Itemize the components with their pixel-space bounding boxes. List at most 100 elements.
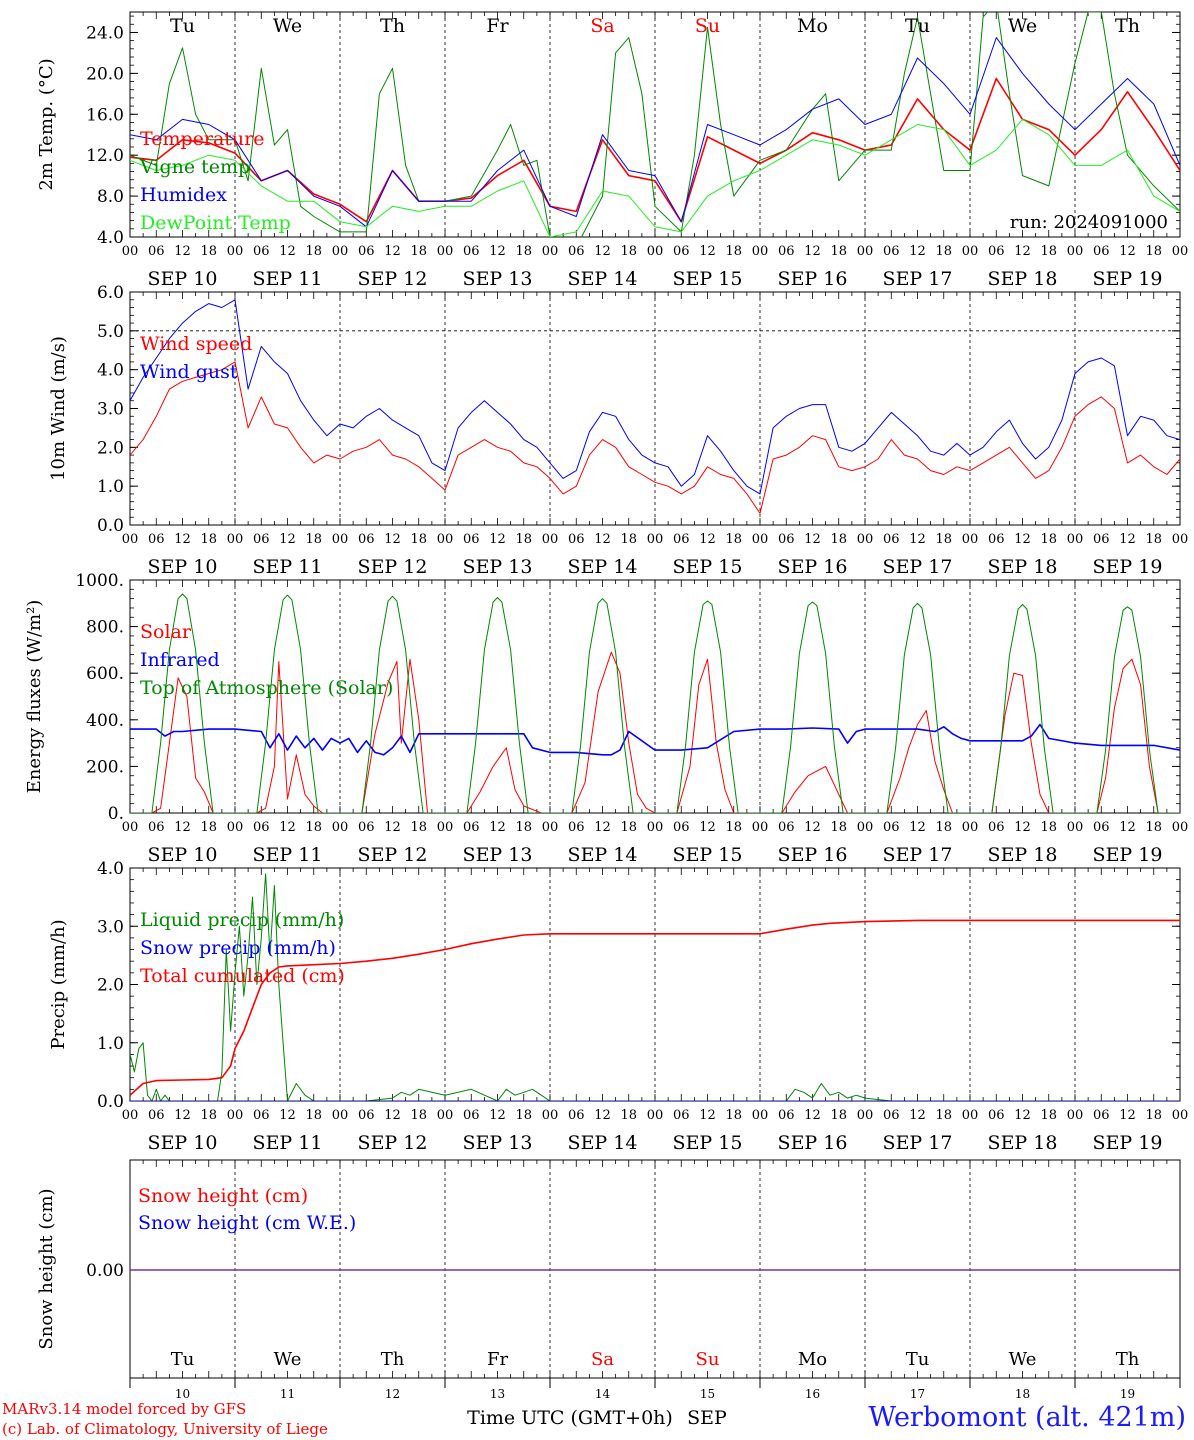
x-hour-label: 00 xyxy=(1172,532,1189,547)
weekday-label: Th xyxy=(1115,15,1140,37)
day-label: SEP 11 xyxy=(253,1132,323,1154)
x-hour-label: 00 xyxy=(332,244,349,259)
x-hour-label: 00 xyxy=(332,820,349,835)
day-label: SEP 10 xyxy=(148,556,218,578)
x-hour-label: 12 xyxy=(489,1108,506,1123)
x-hour-label: 18 xyxy=(200,820,217,835)
x-hour-label: 06 xyxy=(883,244,900,259)
weekday-label: Sa xyxy=(591,1349,614,1370)
day-number-label: 16 xyxy=(805,1387,820,1401)
x-hour-label: 00 xyxy=(857,1108,874,1123)
y-tick-label: 5.0 xyxy=(97,322,124,342)
day-number-label: 10 xyxy=(175,1387,190,1401)
model-credit: MARv3.14 model forced by GFS xyxy=(2,1400,247,1418)
y-tick-label: 16.0 xyxy=(86,105,124,125)
x-hour-label: 06 xyxy=(148,532,165,547)
weekday-label: Th xyxy=(381,1349,405,1370)
legend-entry: Infrared xyxy=(140,649,220,671)
y-tick-label: 8.0 xyxy=(97,187,124,207)
day-number-label: 12 xyxy=(385,1387,400,1401)
day-label: SEP 11 xyxy=(253,268,323,290)
x-hour-label: 00 xyxy=(437,532,454,547)
day-label: SEP 17 xyxy=(883,844,953,866)
legend-entry: Vigne temp xyxy=(139,156,250,178)
day-number-label: 15 xyxy=(700,1387,715,1401)
day-label: SEP 18 xyxy=(988,844,1058,866)
x-hour-label: 12 xyxy=(1119,1108,1136,1123)
day-label: SEP 14 xyxy=(568,844,638,866)
x-hour-label: 00 xyxy=(542,532,559,547)
x-hour-label: 00 xyxy=(647,820,664,835)
x-hour-label: 00 xyxy=(752,1108,769,1123)
weekday-label: We xyxy=(1008,15,1037,37)
x-hour-label: 18 xyxy=(935,532,952,547)
x-hour-label: 18 xyxy=(725,820,742,835)
x-hour-label: 00 xyxy=(227,532,244,547)
x-hour-label: 18 xyxy=(515,1108,532,1123)
day-number-label: 19 xyxy=(1120,1387,1135,1401)
x-hour-label: 06 xyxy=(673,1108,690,1123)
x-hour-label: 06 xyxy=(568,820,585,835)
weekday-label: Su xyxy=(695,15,720,37)
legend-entry: Liquid precip (mm/h) xyxy=(140,909,344,931)
legend-entry: Temperature xyxy=(140,128,264,150)
x-hour-label: 18 xyxy=(410,1108,427,1123)
series-total-cumulated-cm xyxy=(130,919,1180,1096)
x-hour-label: 18 xyxy=(305,1108,322,1123)
day-label: SEP 13 xyxy=(463,844,533,866)
day-label: SEP 19 xyxy=(1093,268,1163,290)
x-hour-label: 18 xyxy=(1145,820,1162,835)
x-hour-label: 06 xyxy=(358,532,375,547)
x-hour-label: 06 xyxy=(358,820,375,835)
day-label: SEP 11 xyxy=(253,556,323,578)
x-hour-label: 00 xyxy=(332,1108,349,1123)
x-hour-label: 12 xyxy=(384,244,401,259)
x-hour-label: 18 xyxy=(1040,820,1057,835)
x-hour-label: 06 xyxy=(673,820,690,835)
day-label: SEP 16 xyxy=(778,556,848,578)
x-hour-label: 18 xyxy=(305,532,322,547)
x-hour-label: 18 xyxy=(410,820,427,835)
x-hour-label: 12 xyxy=(699,1108,716,1123)
x-hour-label: 06 xyxy=(778,532,795,547)
x-hour-label: 06 xyxy=(778,1108,795,1123)
x-hour-label: 06 xyxy=(883,532,900,547)
x-hour-label: 06 xyxy=(778,244,795,259)
x-hour-label: 00 xyxy=(542,820,559,835)
x-hour-label: 00 xyxy=(1067,1108,1084,1123)
day-label: SEP 13 xyxy=(463,268,533,290)
x-hour-label: 12 xyxy=(384,820,401,835)
legend-entry: Wind speed xyxy=(140,333,252,355)
day-label: SEP 13 xyxy=(463,1132,533,1154)
x-hour-label: 12 xyxy=(909,532,926,547)
series-temperature xyxy=(130,77,1180,223)
x-hour-label: 06 xyxy=(463,1108,480,1123)
x-hour-label: 12 xyxy=(384,1108,401,1123)
day-label: SEP 18 xyxy=(988,268,1058,290)
x-hour-label: 06 xyxy=(1093,820,1110,835)
x-hour-label: 06 xyxy=(673,244,690,259)
x-hour-label: 18 xyxy=(620,1108,637,1123)
legend-entry: DewPoint Temp xyxy=(140,212,291,234)
day-number-label: 14 xyxy=(595,1387,611,1401)
x-hour-label: 18 xyxy=(620,532,637,547)
y-tick-label: 4.0 xyxy=(97,228,124,248)
x-hour-label: 18 xyxy=(200,1108,217,1123)
x-hour-label: 18 xyxy=(1040,1108,1057,1123)
series-solar xyxy=(130,651,1180,813)
day-label: SEP 14 xyxy=(568,556,638,578)
day-label: SEP 14 xyxy=(568,1132,638,1154)
day-label: SEP 10 xyxy=(148,268,218,290)
x-hour-label: 18 xyxy=(830,244,847,259)
x-hour-label: 12 xyxy=(1014,532,1031,547)
y-tick-label: 6.0 xyxy=(97,283,124,303)
x-hour-label: 12 xyxy=(1119,820,1136,835)
y-tick-label: 600. xyxy=(86,664,124,684)
legend-entry: Snow height (cm W.E.) xyxy=(138,1212,356,1234)
x-hour-label: 00 xyxy=(227,820,244,835)
x-hour-label: 06 xyxy=(1093,244,1110,259)
day-label: SEP 18 xyxy=(988,556,1058,578)
x-hour-label: 06 xyxy=(1093,532,1110,547)
day-label: SEP 17 xyxy=(883,556,953,578)
